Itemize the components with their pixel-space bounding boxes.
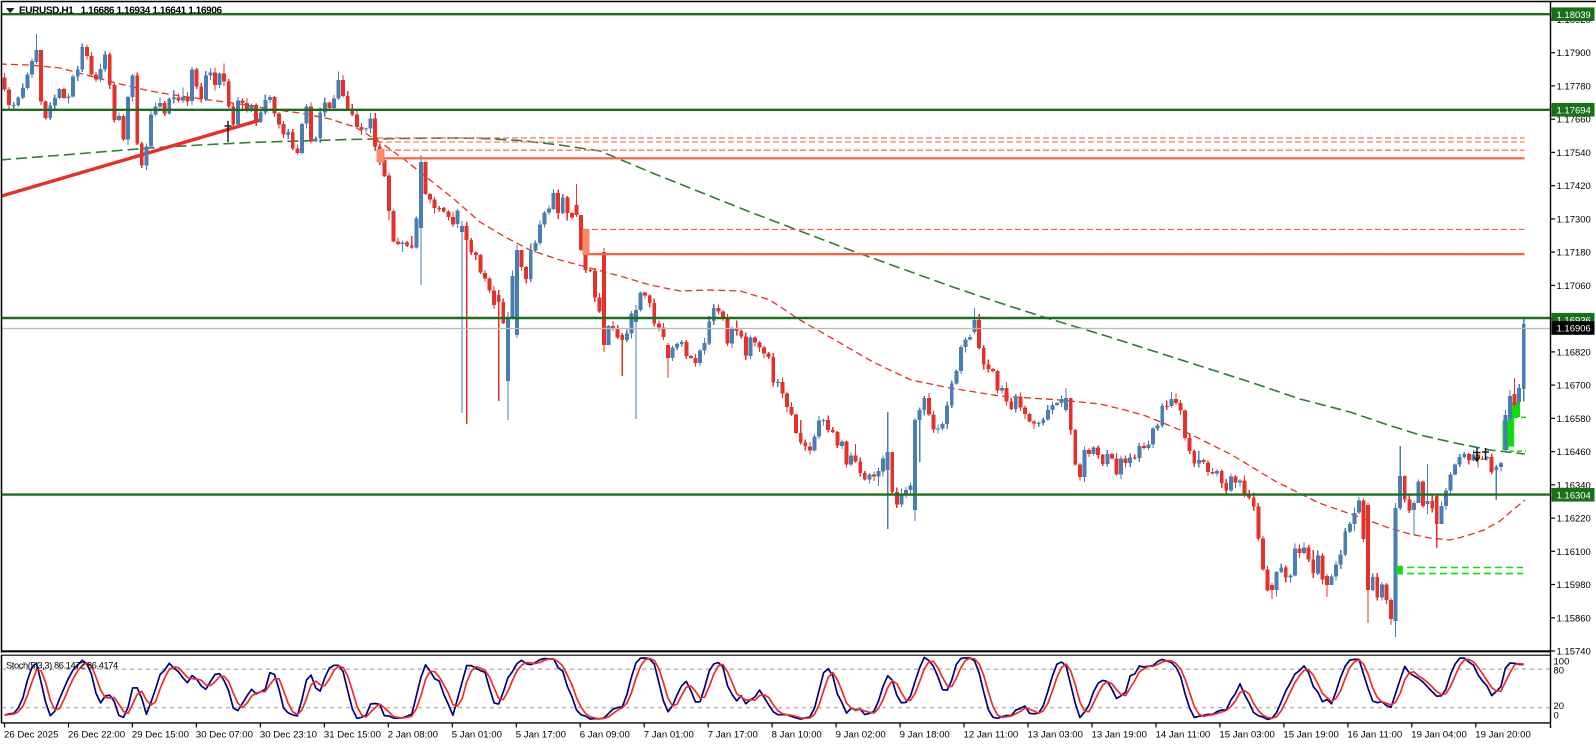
svg-text:1.15860: 1.15860	[1557, 613, 1591, 624]
svg-text:12 Jan 11:00: 12 Jan 11:00	[964, 730, 1019, 741]
svg-text:19 Jan 20:00: 19 Jan 20:00	[1475, 730, 1530, 741]
svg-text:26 Dec 2025: 26 Dec 2025	[4, 730, 58, 741]
svg-text:1.17540: 1.17540	[1557, 148, 1591, 159]
svg-text:1.17420: 1.17420	[1557, 181, 1591, 192]
svg-text:8 Jan 10:00: 8 Jan 10:00	[772, 730, 822, 741]
svg-text:1.18039: 1.18039	[1557, 10, 1591, 21]
svg-text:1.17060: 1.17060	[1557, 281, 1591, 292]
svg-text:26 Dec 22:00: 26 Dec 22:00	[68, 730, 125, 741]
svg-text:1.16220: 1.16220	[1557, 514, 1591, 525]
svg-text:2 Jan 08:00: 2 Jan 08:00	[388, 730, 438, 741]
svg-text:1.16304: 1.16304	[1557, 490, 1591, 501]
svg-text:1.16906: 1.16906	[1557, 324, 1591, 335]
svg-text:1.17900: 1.17900	[1557, 48, 1591, 59]
svg-text:13 Jan 19:00: 13 Jan 19:00	[1092, 730, 1147, 741]
svg-text:1.16340: 1.16340	[1557, 480, 1591, 491]
svg-text:1.16100: 1.16100	[1557, 547, 1591, 558]
svg-text:1.17180: 1.17180	[1557, 248, 1591, 259]
svg-text:30 Dec 23:10: 30 Dec 23:10	[260, 730, 317, 741]
svg-text:1.16936: 1.16936	[1557, 315, 1591, 326]
svg-text:Stoch(5,3,3) 86.1472 86.4174: Stoch(5,3,3) 86.1472 86.4174	[6, 661, 118, 671]
svg-text:1.16580: 1.16580	[1557, 414, 1591, 425]
svg-text:30 Dec 07:00: 30 Dec 07:00	[196, 730, 253, 741]
svg-text:1.17660: 1.17660	[1557, 115, 1591, 126]
svg-text:0: 0	[1554, 711, 1559, 722]
svg-text:15 Jan 19:00: 15 Jan 19:00	[1283, 730, 1338, 741]
svg-text:80: 80	[1554, 666, 1565, 677]
svg-text:1.15740: 1.15740	[1557, 647, 1591, 658]
svg-text:1.17694: 1.17694	[1557, 105, 1591, 116]
svg-text:1.15980: 1.15980	[1557, 580, 1591, 591]
svg-text:1.16700: 1.16700	[1557, 381, 1591, 392]
svg-text:5 Jan 01:00: 5 Jan 01:00	[452, 730, 502, 741]
svg-text:9 Jan 02:00: 9 Jan 02:00	[836, 730, 886, 741]
svg-text:13 Jan 03:00: 13 Jan 03:00	[1028, 730, 1083, 741]
svg-text:29 Dec 15:00: 29 Dec 15:00	[132, 730, 189, 741]
svg-text:1.16460: 1.16460	[1557, 447, 1591, 458]
svg-text:20: 20	[1554, 701, 1565, 712]
svg-text:14 Jan 11:00: 14 Jan 11:00	[1156, 730, 1211, 741]
svg-text:EURUSD,H1 1.16686 1.16934 1.: EURUSD,H1 1.16686 1.16934 1.16641 1.1690…	[19, 6, 223, 17]
svg-text:7 Jan 17:00: 7 Jan 17:00	[708, 730, 758, 741]
svg-text:100: 100	[1554, 657, 1570, 668]
svg-text:1.17300: 1.17300	[1557, 214, 1591, 225]
svg-text:19 Jan 04:00: 19 Jan 04:00	[1411, 730, 1466, 741]
svg-text:6 Jan 09:00: 6 Jan 09:00	[580, 730, 630, 741]
svg-text:5 Jan 17:00: 5 Jan 17:00	[516, 730, 566, 741]
svg-text:9 Jan 18:00: 9 Jan 18:00	[900, 730, 950, 741]
svg-text:1.17780: 1.17780	[1557, 81, 1591, 92]
svg-text:15 Jan 03:00: 15 Jan 03:00	[1219, 730, 1274, 741]
svg-text:31 Dec 15:00: 31 Dec 15:00	[324, 730, 381, 741]
svg-text:7 Jan 01:00: 7 Jan 01:00	[644, 730, 694, 741]
svg-text:1.16820: 1.16820	[1557, 347, 1591, 358]
svg-text:16 Jan 11:00: 16 Jan 11:00	[1347, 730, 1402, 741]
